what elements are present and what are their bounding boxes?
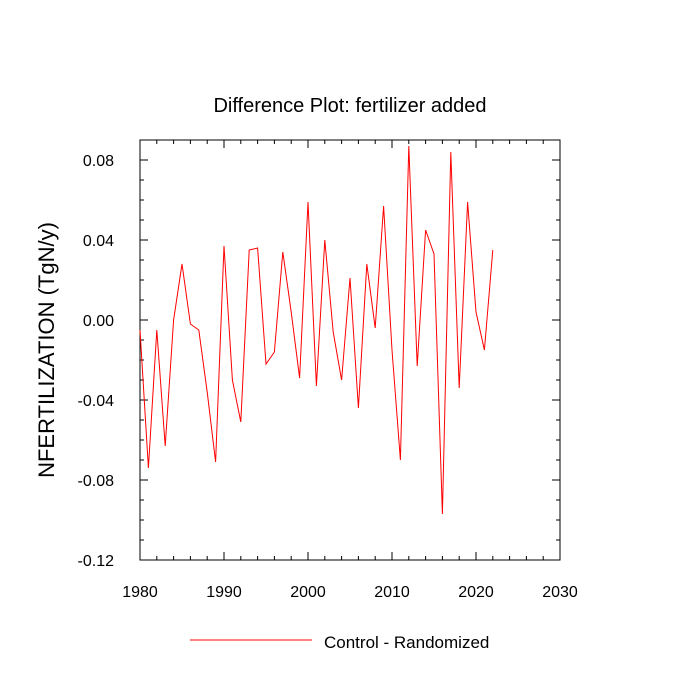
y-axis-ticks [140,139,560,561]
plot-frame [139,139,561,561]
series-line [139,145,494,515]
x-tick-label: 2000 [290,584,326,601]
y-tick-label: 0.00 [83,313,114,330]
series-layer [139,145,494,515]
x-axis-ticks [139,140,561,560]
x-axis-tick-labels: 1980 1990 2000 2010 2020 2030 [122,584,578,601]
y-tick-label: -0.08 [78,473,115,490]
x-tick-label: 1990 [206,584,242,601]
y-axis-label: NFERTILIZATION (TgN/y) [34,222,59,478]
chart-title: Difference Plot: fertilizer added [213,95,486,117]
x-tick-label: 2010 [374,584,410,601]
x-tick-label: 2030 [542,584,578,601]
x-tick-label: 2020 [458,584,494,601]
legend: Control - Randomized [190,633,489,652]
y-tick-label: 0.04 [83,233,114,250]
y-tick-label: -0.12 [78,553,115,570]
legend-label: Control - Randomized [324,633,489,652]
x-tick-label: 1980 [122,584,158,601]
y-tick-label: 0.08 [83,153,114,170]
y-axis-tick-labels: -0.12 -0.08 -0.04 0.00 0.04 0.08 [78,153,115,570]
y-tick-label: -0.04 [78,393,115,410]
